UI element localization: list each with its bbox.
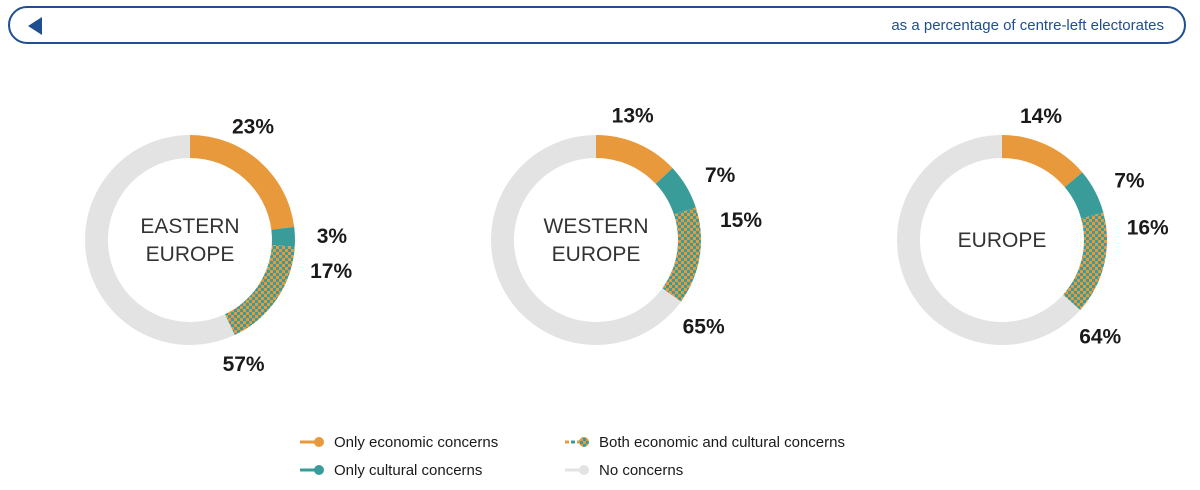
center-label: EUROPE: [958, 229, 1047, 252]
legend-swatch-economic-icon: [300, 437, 324, 447]
legend-label-cultural: Only cultural concerns: [334, 461, 483, 479]
donut-slice-both: [662, 207, 701, 302]
donut-slice-economic: [1002, 135, 1083, 188]
legend-label-both: Both economic and cultural concerns: [599, 433, 845, 451]
slice-label-economic: 23%: [232, 115, 274, 138]
slice-label-cultural: 7%: [705, 164, 736, 187]
slice-label-none: 64%: [1079, 325, 1121, 348]
legend-label-economic: Only economic concerns: [334, 433, 499, 451]
center-label: EUROPE: [552, 243, 641, 266]
donut-slice-cultural: [271, 226, 296, 247]
slice-label-none: 57%: [223, 353, 265, 376]
center-label: WESTERN: [544, 215, 649, 238]
donut-slice-economic: [190, 135, 295, 230]
slice-label-cultural: 7%: [1114, 170, 1145, 193]
legend-item-cultural: Only cultural concerns: [300, 460, 482, 480]
slice-label-both: 15%: [720, 209, 762, 232]
legend-swatch-cultural-icon: [300, 465, 324, 475]
legend-item-none: No concerns: [565, 460, 683, 480]
legend-swatch-none-icon: [565, 465, 589, 475]
slice-label-cultural: 3%: [317, 225, 348, 248]
slice-label-both: 17%: [310, 260, 352, 283]
donut-slice-none: [85, 135, 235, 345]
legend-item-economic: Only economic concerns: [300, 432, 498, 452]
header-bar: as a percentage of centre-left electorat…: [8, 6, 1186, 44]
center-label: EUROPE: [146, 243, 235, 266]
slice-label-economic: 14%: [1020, 105, 1062, 128]
donut-slice-economic: [596, 135, 673, 184]
donut-slice-cultural: [655, 168, 696, 215]
slice-label-none: 65%: [683, 316, 725, 339]
legend-item-both: Both economic and cultural concerns: [565, 432, 845, 452]
back-arrow-icon[interactable]: [28, 17, 42, 35]
slice-label-both: 16%: [1127, 217, 1169, 240]
donut-slice-both: [224, 245, 295, 336]
donut-charts: 23% 3% 17% 57% EASTERN EUROPE 13% 7% 15% 65% WESTE…: [85, 104, 1169, 376]
chart-subtitle: as a percentage of centre-left electorat…: [891, 17, 1164, 34]
donut-slice-cultural: [1064, 172, 1104, 219]
slice-label-economic: 13%: [612, 104, 654, 127]
donut-slice-both: [1063, 212, 1107, 311]
legend-swatch-both-icon: [565, 437, 589, 447]
legend-label-none: No concerns: [599, 461, 684, 479]
center-label: EASTERN: [140, 215, 239, 238]
legend: Only economic concerns Both economic and…: [300, 432, 940, 484]
donut-slice-none: [897, 135, 1081, 345]
